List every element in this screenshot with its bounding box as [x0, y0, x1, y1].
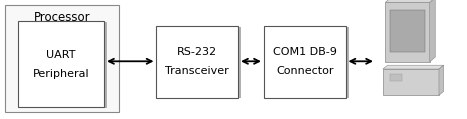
Bar: [390, 74, 402, 81]
Text: Connector: Connector: [276, 66, 333, 76]
Bar: [385, 2, 430, 62]
Bar: [156, 26, 238, 98]
Text: RS-232: RS-232: [177, 47, 217, 57]
Polygon shape: [385, 0, 435, 2]
Polygon shape: [383, 65, 444, 69]
Bar: [383, 69, 439, 95]
Bar: [267, 27, 349, 98]
Text: Transceiver: Transceiver: [165, 66, 229, 76]
Text: Peripheral: Peripheral: [33, 69, 89, 79]
Bar: [5, 5, 119, 112]
Polygon shape: [439, 65, 444, 95]
Text: Processor: Processor: [34, 11, 91, 24]
Text: UART: UART: [46, 50, 76, 60]
Bar: [21, 22, 107, 108]
Bar: [264, 26, 346, 98]
Polygon shape: [430, 0, 435, 62]
Text: COM1 DB-9: COM1 DB-9: [273, 47, 337, 57]
Bar: [390, 10, 425, 52]
Bar: [160, 27, 241, 98]
Bar: [18, 21, 104, 107]
